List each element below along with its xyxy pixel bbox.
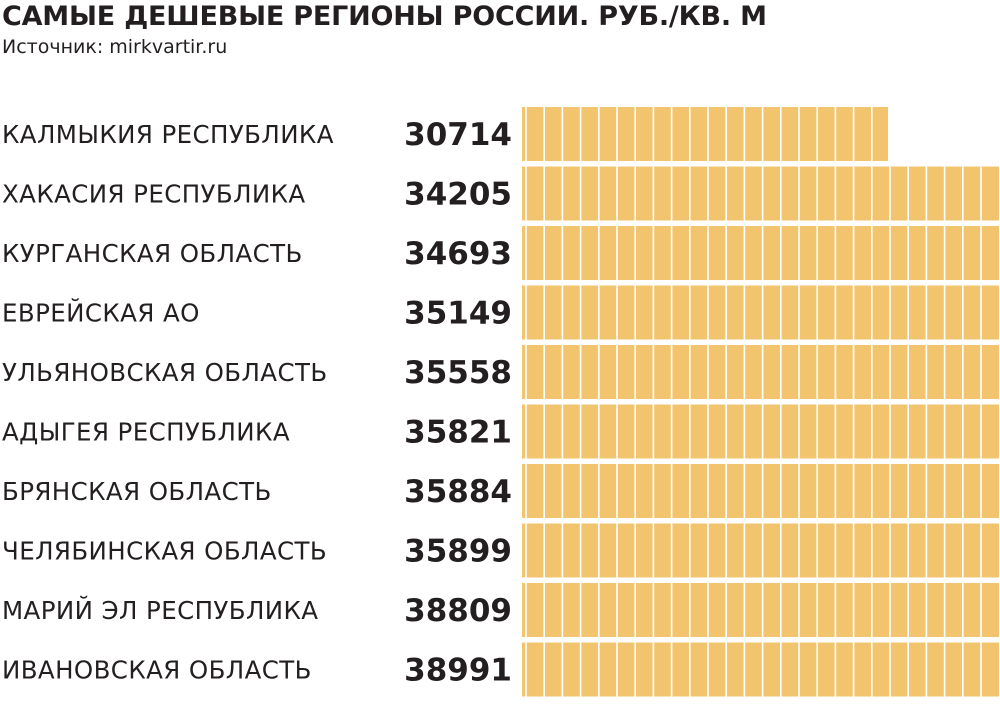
- bar: [522, 523, 999, 578]
- category-label: ЧЕЛЯБИНСКАЯ ОБЛАСТЬ: [2, 537, 327, 566]
- bar: [522, 404, 999, 459]
- category-label: ИВАНОВСКАЯ ОБЛАСТЬ: [2, 656, 312, 685]
- bar-row: ИВАНОВСКАЯ ОБЛАСТЬ 38991: [2, 642, 999, 697]
- bar-row: БРЯНСКАЯ ОБЛАСТЬ 35884: [2, 464, 999, 518]
- bar-segment-lines: [525, 404, 982, 459]
- chart-title: САМЫЕ ДЕШЕВЫЕ РЕГИОНЫ РОССИИ. РУБ./КВ. М: [2, 1, 767, 32]
- bar-row: ЕВРЕЙСКАЯ АО 35149: [2, 285, 999, 340]
- bar-row: КУРГАНСКАЯ ОБЛАСТЬ 34693: [2, 226, 999, 280]
- bar-row: УЛЬЯНОВСКАЯ ОБЛАСТЬ 35558: [2, 345, 999, 399]
- bar: [522, 345, 999, 399]
- bar-row: ЧЕЛЯБИНСКАЯ ОБЛАСТЬ 35899: [2, 523, 999, 578]
- bar-segment-lines: [525, 107, 873, 161]
- category-label: ХАКАСИЯ РЕСПУБЛИКА: [2, 180, 306, 209]
- category-label: БРЯНСКАЯ ОБЛАСТЬ: [2, 477, 272, 506]
- bar: [522, 285, 999, 340]
- bar-row: МАРИЙ ЭЛ РЕСПУБЛИКА 38809: [2, 583, 999, 637]
- category-label: КУРГАНСКАЯ ОБЛАСТЬ: [2, 239, 303, 268]
- category-label: УЛЬЯНОВСКАЯ ОБЛАСТЬ: [2, 358, 328, 387]
- bar: [522, 166, 999, 221]
- value-label: 35558: [404, 355, 512, 391]
- bar: [522, 583, 999, 637]
- bar-row: ХАКАСИЯ РЕСПУБЛИКА 34205: [2, 166, 999, 221]
- bar: [522, 226, 999, 280]
- value-label: 38809: [404, 593, 512, 629]
- value-label: 35821: [404, 415, 512, 451]
- value-label: 30714: [404, 117, 512, 153]
- value-label: 35884: [404, 474, 512, 510]
- chart-source: Источник: mirkvartir.ru: [2, 36, 228, 58]
- bar: [522, 464, 999, 518]
- value-label: 35149: [404, 296, 512, 332]
- bar-segment-lines: [525, 464, 982, 518]
- value-label: 34693: [404, 236, 512, 272]
- bar-row: АДЫГЕЯ РЕСПУБЛИКА 35821: [2, 404, 999, 459]
- bar-segment-lines: [525, 345, 982, 399]
- value-label: 35899: [404, 534, 512, 570]
- category-label: ЕВРЕЙСКАЯ АО: [2, 299, 200, 328]
- category-label: КАЛМЫКИЯ РЕСПУБЛИКА: [2, 120, 334, 149]
- category-label: АДЫГЕЯ РЕСПУБЛИКА: [2, 418, 290, 447]
- bar-segment-lines: [525, 285, 982, 340]
- bar-row: КАЛМЫКИЯ РЕСПУБЛИКА 30714: [2, 107, 889, 161]
- value-label: 38991: [404, 653, 512, 689]
- bar-segment-lines: [525, 583, 982, 637]
- category-label: МАРИЙ ЭЛ РЕСПУБЛИКА: [2, 596, 318, 625]
- value-label: 34205: [404, 177, 512, 213]
- bar: [522, 642, 999, 697]
- bar-segment-lines: [525, 226, 982, 280]
- bar-segment-lines: [525, 642, 982, 697]
- bar-segment-lines: [525, 166, 982, 221]
- bar-segment-lines: [525, 523, 982, 578]
- bar: [522, 107, 889, 161]
